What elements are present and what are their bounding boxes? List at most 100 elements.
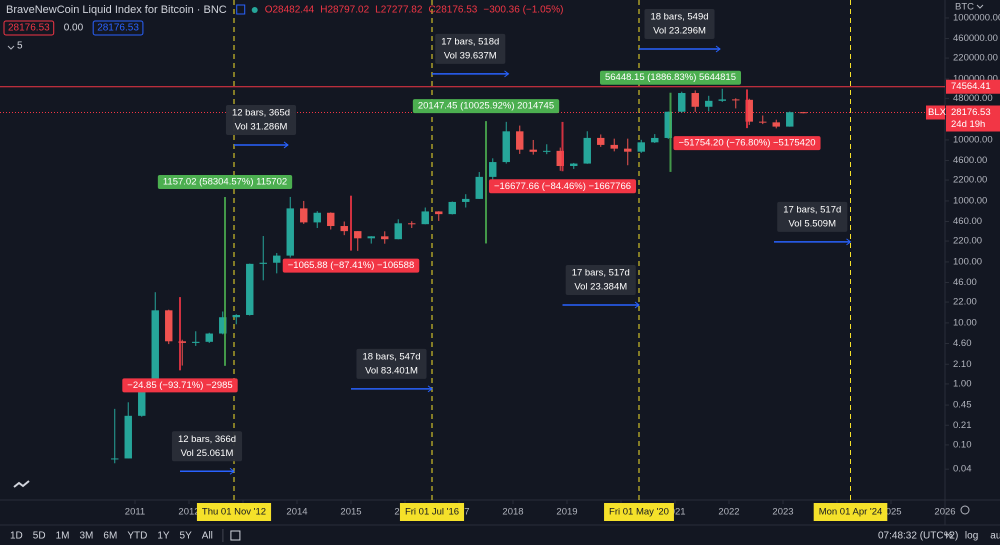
quote-value[interactable]: 28176.53: [8, 23, 50, 34]
y-tick-label: 2200.00: [953, 175, 987, 186]
y-tick-label: 0.10: [953, 439, 972, 450]
candle-body: [597, 137, 605, 145]
x-tick-label: 2023: [772, 507, 793, 518]
y-tick-label: 0.45: [953, 400, 972, 411]
candle-body: [772, 122, 780, 127]
candle-body: [448, 201, 456, 215]
x-tick-label: 2018: [502, 507, 523, 518]
date-range-icon[interactable]: [230, 530, 241, 541]
candle-body: [799, 112, 807, 114]
scale-option[interactable]: log: [965, 531, 978, 542]
x-tick-label: 2026: [934, 507, 955, 518]
candle-body: [516, 131, 524, 150]
time-measure-box: [171, 431, 243, 462]
range-button[interactable]: 1M: [56, 531, 70, 542]
indicator-chevron[interactable]: [7, 45, 15, 50]
time-measure-bars: 17 bars, 518d: [441, 36, 499, 47]
time-measure-box: [777, 201, 848, 232]
y-tick-label: 46.00: [953, 277, 977, 288]
time-measure-bars: 12 bars, 365d: [232, 107, 290, 118]
range-button[interactable]: 5Y: [180, 531, 193, 542]
quote-value[interactable]: 0.00: [64, 23, 84, 34]
candle-body: [259, 262, 267, 264]
quote-value[interactable]: 28176.53: [97, 23, 139, 34]
ohlc-value: H28797.02: [320, 5, 369, 16]
candle-body: [705, 100, 713, 107]
range-button[interactable]: 1Y: [157, 531, 170, 542]
measure-range: [179, 297, 181, 371]
candle-body: [111, 458, 119, 460]
measure-range: [485, 121, 487, 244]
candle-body: [489, 162, 497, 177]
candle-body: [637, 142, 645, 152]
time-measure-volume: Vol 39.637M: [444, 50, 497, 61]
candle-body: [354, 231, 362, 239]
time-measure-arrow: [229, 467, 235, 475]
time-measure-arrow: [427, 385, 433, 393]
ohlc-value: −300.36 (−1.05%): [483, 5, 563, 16]
candle-body: [462, 198, 470, 202]
time-measure-volume: Vol 25.061M: [181, 448, 234, 459]
x-tick-label: 2025: [880, 507, 901, 518]
y-tick-label: 1.00: [953, 378, 972, 389]
symbol-label: BLX: [928, 107, 947, 118]
quote-box: [92, 20, 144, 36]
y-tick-label: 4.60: [953, 338, 972, 349]
y-tick-label: 1000000.00: [953, 12, 1000, 23]
candle-body: [718, 99, 726, 101]
candle-body: [273, 255, 281, 263]
candle-body: [340, 226, 348, 232]
header-icon: [236, 4, 246, 15]
y-tick-label: 1000.00: [953, 195, 987, 206]
range-button[interactable]: 3M: [80, 531, 94, 542]
candle-body: [205, 333, 213, 342]
range-button[interactable]: YTD: [127, 531, 147, 542]
measure-range: [746, 89, 748, 129]
range-button[interactable]: All: [202, 531, 213, 542]
scale-option[interactable]: auto: [990, 531, 1000, 542]
measure-label: −1065.88 (−87.41%) −106588: [288, 260, 415, 271]
time-measure-box: [356, 348, 427, 379]
range-button[interactable]: 5D: [33, 531, 46, 542]
y-tick-label: 220.00: [953, 236, 982, 247]
ohlc-value: L27277.82: [375, 5, 423, 16]
candle-body: [327, 212, 335, 227]
measure-label-box: [412, 99, 560, 114]
y-tick-label: 460000.00: [953, 33, 998, 44]
range-button[interactable]: 6M: [103, 531, 117, 542]
y-tick-label: 0.21: [953, 420, 972, 431]
date-marker-label: Fri 01 Jul '16: [405, 507, 459, 518]
candle-body: [381, 236, 389, 240]
y-tick-label: 4600.00: [953, 155, 987, 166]
indicator-count[interactable]: 5: [17, 41, 23, 52]
range-button[interactable]: 1D: [10, 531, 23, 542]
time-measure-arrow: [846, 238, 852, 246]
candle-body: [732, 99, 740, 101]
candle-body: [232, 314, 240, 318]
candle-body: [556, 150, 564, 167]
time-measure-arrow: [283, 141, 289, 149]
scale-option[interactable]: %: [944, 531, 953, 542]
candle-body: [691, 93, 699, 107]
measure-range: [224, 197, 226, 366]
time-measure-volume: Vol 23.384M: [574, 281, 627, 292]
x-tick-label: 2012: [178, 507, 199, 518]
measure-label: 56448.15 (1886.83%) 5644815: [605, 72, 736, 83]
candle-body: [502, 131, 510, 163]
time-measure-bars: 18 bars, 547d: [362, 351, 420, 362]
candle-body: [651, 137, 659, 143]
date-marker-label: Fri 01 May '20: [609, 507, 669, 518]
candle-body: [624, 148, 632, 152]
x-tick-label: 2014: [286, 507, 307, 518]
candle-body: [408, 223, 416, 225]
currency[interactable]: BTC: [955, 2, 974, 13]
candle-body: [394, 223, 402, 240]
candle-body: [246, 263, 254, 315]
x-tick-label: 2022: [718, 507, 739, 518]
time-measure-volume: Vol 83.401M: [365, 365, 418, 376]
candle-body: [219, 317, 227, 334]
candle-body: [178, 341, 186, 343]
last-price-box: [946, 105, 1000, 132]
settings-icon[interactable]: [960, 505, 970, 515]
